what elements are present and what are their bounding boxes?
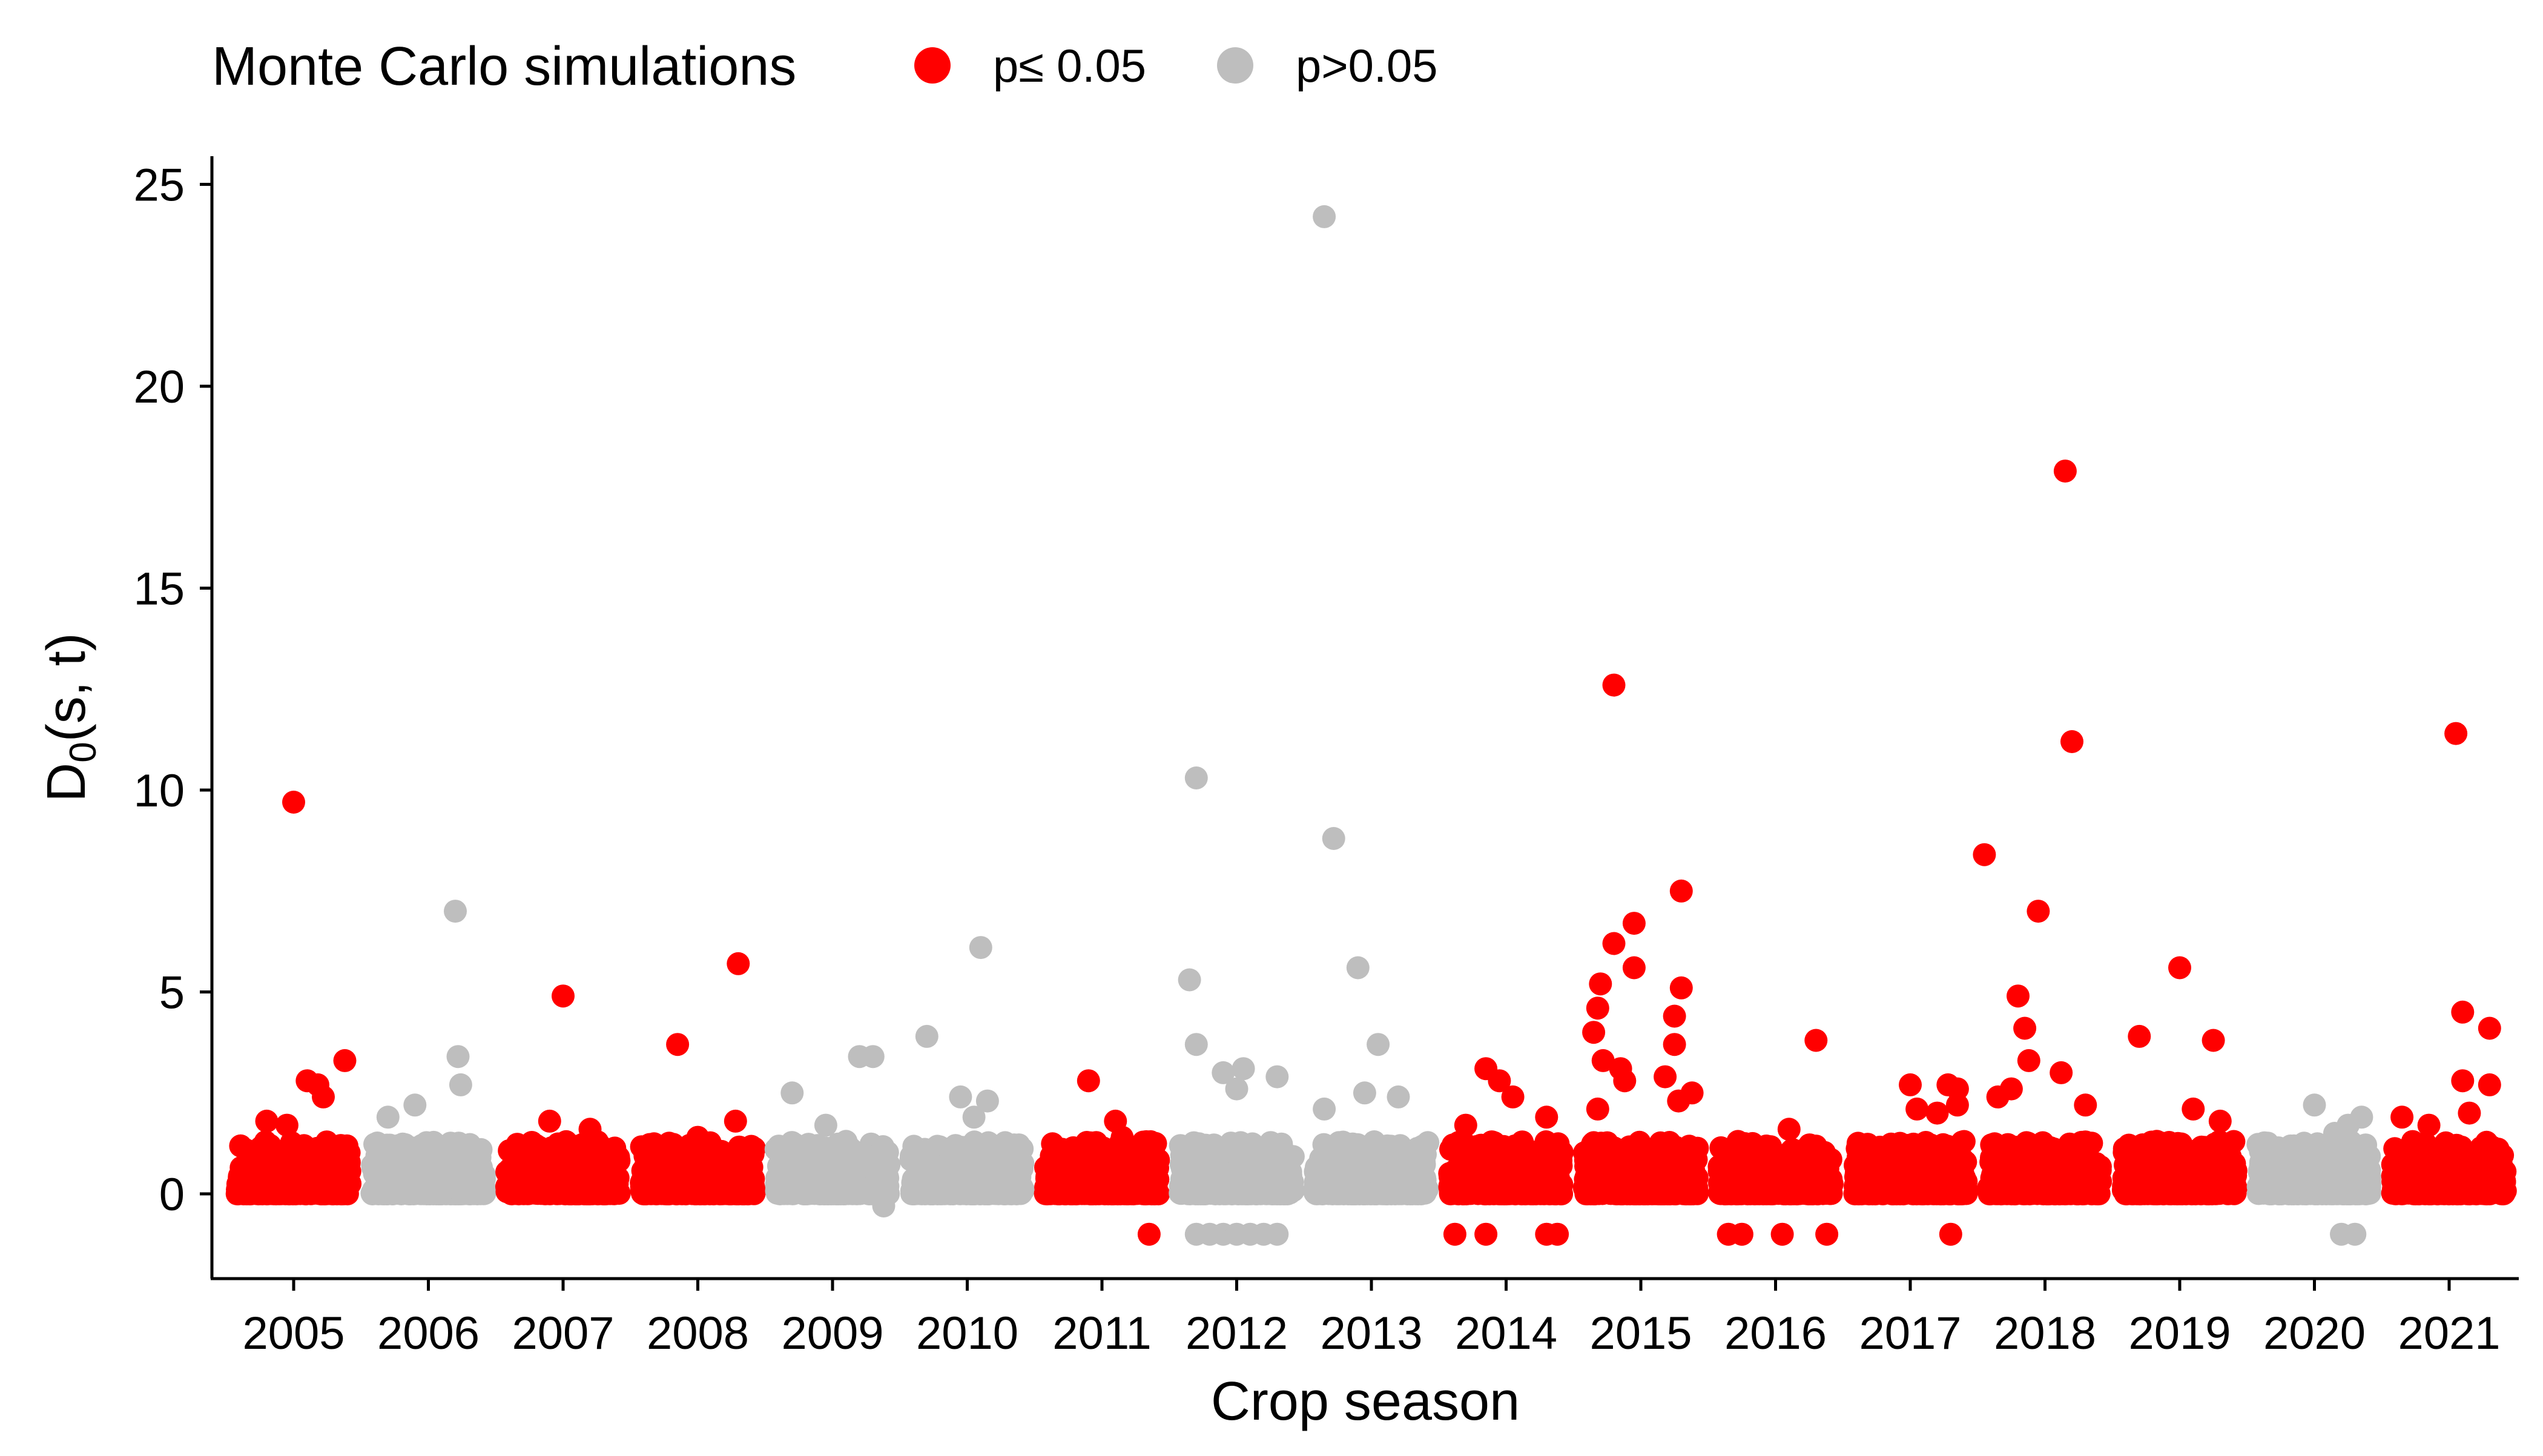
data-point bbox=[288, 1139, 311, 1163]
data-point bbox=[517, 1140, 541, 1163]
data-point bbox=[958, 1182, 982, 1205]
legend-label-nonsig: p>0.05 bbox=[1296, 41, 1438, 92]
data-point bbox=[392, 1133, 416, 1156]
data-point bbox=[1664, 1179, 1687, 1202]
data-point bbox=[936, 1179, 960, 1202]
data-point bbox=[439, 1132, 463, 1155]
data-point bbox=[782, 1138, 806, 1161]
data-point bbox=[802, 1179, 825, 1203]
data-point bbox=[681, 1151, 704, 1174]
data-point bbox=[404, 1151, 428, 1174]
data-point bbox=[1443, 1179, 1467, 1202]
data-point bbox=[299, 1180, 322, 1204]
data-point bbox=[645, 1182, 668, 1205]
data-point bbox=[249, 1141, 273, 1164]
legend-swatch-sig bbox=[914, 47, 951, 84]
data-point bbox=[1384, 1137, 1407, 1161]
legend-swatch-nonsig bbox=[1217, 47, 1253, 84]
legend-label-sig: p≤ 0.05 bbox=[993, 41, 1146, 92]
data-point bbox=[1169, 1174, 1192, 1198]
data-point bbox=[1591, 1182, 1614, 1205]
data-point bbox=[1062, 1145, 1086, 1168]
data-point bbox=[925, 1155, 948, 1178]
data-point bbox=[899, 1148, 923, 1171]
data-point bbox=[1614, 1178, 1638, 1201]
data-point bbox=[1384, 1182, 1408, 1205]
data-point bbox=[1001, 1136, 1024, 1159]
data-point bbox=[602, 1180, 626, 1204]
data-point bbox=[1092, 1181, 1116, 1204]
data-point bbox=[1407, 1146, 1430, 1170]
data-point bbox=[1187, 1132, 1211, 1156]
data-point bbox=[1459, 1158, 1483, 1181]
data-point bbox=[1351, 1182, 1375, 1205]
data-point bbox=[1227, 1142, 1250, 1165]
data-point bbox=[1198, 1173, 1221, 1197]
data-point bbox=[1226, 1181, 1250, 1205]
data-point bbox=[1535, 1179, 1559, 1202]
data-point bbox=[995, 1171, 1018, 1194]
data-point bbox=[1364, 1156, 1388, 1180]
data-point bbox=[1661, 1144, 1685, 1167]
data-point bbox=[227, 1175, 251, 1199]
data-point bbox=[713, 1151, 736, 1174]
data-point bbox=[458, 1168, 482, 1191]
data-point bbox=[1314, 1179, 1337, 1203]
data-point bbox=[1534, 1130, 1558, 1153]
data-point bbox=[951, 1136, 974, 1159]
data-point bbox=[332, 1182, 356, 1205]
data-point bbox=[782, 1168, 805, 1191]
data-point bbox=[457, 1149, 481, 1173]
data-point bbox=[390, 1182, 414, 1205]
data-point bbox=[371, 1156, 394, 1180]
data-point bbox=[1639, 1169, 1663, 1193]
data-point bbox=[731, 1178, 755, 1202]
data-point bbox=[566, 1181, 590, 1205]
data-point bbox=[1520, 1162, 1543, 1185]
legend: Monte Carlo simulations p≤ 0.05 p>0.05 bbox=[212, 36, 1438, 97]
data-point bbox=[246, 1182, 270, 1205]
data-point bbox=[1618, 1135, 1641, 1159]
legend-title: Monte Carlo simulations bbox=[212, 36, 796, 97]
data-point bbox=[1597, 1146, 1621, 1170]
data-point bbox=[1048, 1182, 1072, 1205]
data-point bbox=[1686, 1136, 1709, 1160]
data-point bbox=[370, 1175, 394, 1199]
data-point bbox=[423, 1179, 446, 1202]
data-point bbox=[1133, 1181, 1157, 1204]
data-points bbox=[225, 205, 2517, 1246]
data-point bbox=[698, 1182, 722, 1205]
data-point bbox=[1270, 1182, 1293, 1205]
data-point bbox=[1253, 1156, 1276, 1179]
data-point bbox=[1499, 1169, 1522, 1193]
data-point bbox=[830, 1180, 853, 1204]
data-point bbox=[1308, 1152, 1332, 1176]
data-point bbox=[531, 1177, 555, 1201]
data-point bbox=[1037, 1154, 1060, 1178]
